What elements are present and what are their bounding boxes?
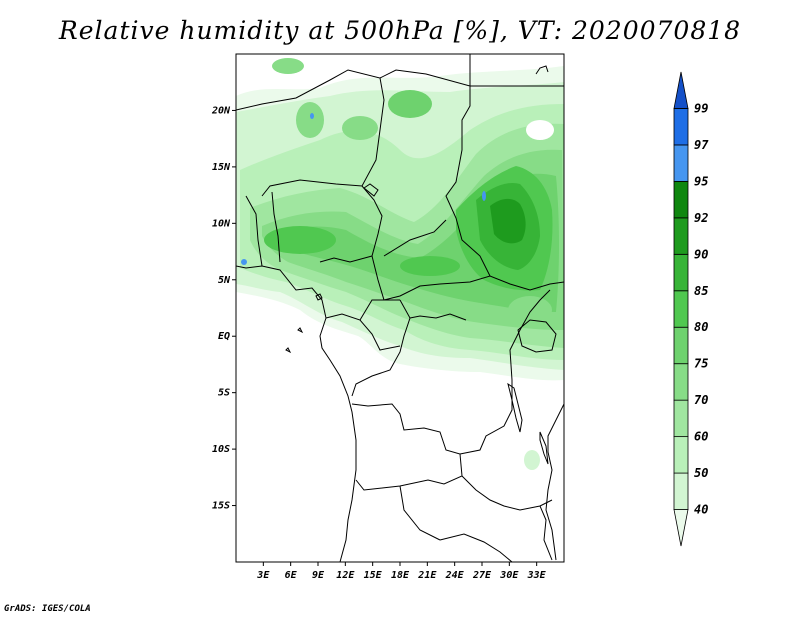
- grads-credit: GrADS: IGES/COLA: [4, 604, 91, 614]
- lake-victoria: [517, 319, 557, 353]
- lat-tick-label: 10N: [212, 218, 231, 229]
- rh-patch: [310, 113, 314, 119]
- rh-patch: [264, 226, 336, 254]
- country-border: [383, 275, 564, 301]
- country-border: [351, 403, 463, 491]
- lon-tick-label: 24E: [445, 570, 465, 581]
- rh-patch: [400, 256, 460, 276]
- colorbar-swatch: [673, 71, 689, 109]
- longitude-axis: 3E 6E 9E 12E 15E 18E 21E 24E 27E 30E 33E: [256, 562, 547, 581]
- rh-patch: [241, 259, 247, 265]
- country-border: [539, 505, 553, 561]
- colorbar-swatch: [673, 180, 689, 219]
- lon-tick-label: 15E: [364, 570, 383, 581]
- colorbar-label: 92: [694, 211, 708, 225]
- rh-patch: [482, 191, 486, 201]
- lat-tick-label: 10S: [212, 444, 230, 455]
- colorbar-label: 85: [694, 284, 708, 298]
- country-border: [461, 475, 553, 511]
- chart-title: Relative humidity at 500hPa [%], VT: 202…: [58, 16, 742, 45]
- country-border: [245, 195, 263, 267]
- colorbar-swatch: [673, 326, 689, 365]
- rh-patch: [526, 120, 554, 140]
- island: [297, 327, 304, 334]
- lon-tick-label: 30E: [499, 570, 519, 581]
- lat-tick-label: 20N: [211, 105, 231, 116]
- colorbar-label: 97: [694, 138, 709, 152]
- lat-tick-label: EQ: [218, 331, 230, 342]
- colorbar-swatch: [673, 290, 689, 328]
- country-borders: [236, 54, 564, 562]
- country-border: [459, 289, 551, 455]
- rh-contour-92: [490, 198, 526, 244]
- lon-tick-label: 12E: [336, 570, 355, 581]
- colorbar-swatch: [673, 399, 689, 438]
- latitude-axis: 20N 15N 10N 5N EQ 5S 10S 15S: [211, 105, 236, 512]
- lon-tick-label: 6E: [285, 570, 298, 581]
- lon-tick-label: 3E: [256, 570, 270, 581]
- colorbar-label: 40: [694, 503, 708, 517]
- colorbar-label: 50: [694, 466, 708, 480]
- country-border: [361, 185, 385, 301]
- colorbar-swatch: [673, 363, 689, 401]
- river-border: [409, 313, 467, 321]
- coastline: [545, 403, 564, 561]
- colorbar-swatch: [673, 436, 689, 474]
- colorbar-label: 60: [694, 430, 708, 444]
- lon-tick-label: 21E: [417, 570, 437, 581]
- country-border: [359, 299, 400, 321]
- lon-tick-label: 33E: [527, 570, 547, 581]
- lat-tick-label: 5S: [218, 388, 230, 399]
- colorbar-swatch: [673, 217, 689, 255]
- country-border: [379, 69, 491, 277]
- rh-patch: [508, 296, 552, 324]
- country-border: [236, 69, 385, 197]
- lat-tick-label: 5N: [218, 275, 231, 286]
- colorbar-swatch: [673, 144, 689, 182]
- rh-patch: [272, 58, 304, 74]
- lon-tick-label: 18E: [391, 570, 410, 581]
- colorbar: 40 50 60 70 75 80 85 90 92 95 97 99: [673, 71, 709, 547]
- colorbar-swatch: [673, 253, 689, 292]
- country-border: [319, 255, 373, 263]
- colorbar-label: 90: [694, 247, 708, 261]
- coastline: [236, 265, 357, 562]
- rh-patch: [524, 450, 540, 470]
- colorbar-swatch: [673, 108, 689, 146]
- colorbar-label: 75: [694, 357, 708, 371]
- colorbar-label: 95: [694, 174, 708, 188]
- lake-malawi: [539, 431, 549, 465]
- humidity-field: [236, 58, 564, 470]
- colorbar-swatch: [673, 472, 689, 510]
- lat-tick-label: 15N: [212, 162, 231, 173]
- rh-patch: [296, 102, 324, 138]
- country-border: [383, 219, 447, 257]
- country-border: [439, 533, 513, 562]
- colorbar-label: 70: [694, 393, 708, 407]
- lon-tick-label: 27E: [472, 570, 492, 581]
- colorbar-label: 99: [694, 101, 708, 115]
- lat-tick-label: 15S: [212, 501, 230, 512]
- lon-tick-label: 9E: [312, 570, 325, 581]
- rh-patch: [342, 116, 378, 140]
- lake-tanganyika: [507, 382, 523, 433]
- country-border: [325, 313, 401, 351]
- country-border: [399, 485, 441, 541]
- colorbar-swatch: [673, 509, 689, 547]
- island: [315, 293, 323, 301]
- country-border: [351, 299, 411, 397]
- island: [285, 347, 292, 354]
- lake-chad: [363, 183, 379, 197]
- country-border: [271, 191, 281, 263]
- colorbar-label: 80: [694, 320, 708, 334]
- rh-patch: [388, 90, 432, 118]
- coastline: [535, 65, 549, 75]
